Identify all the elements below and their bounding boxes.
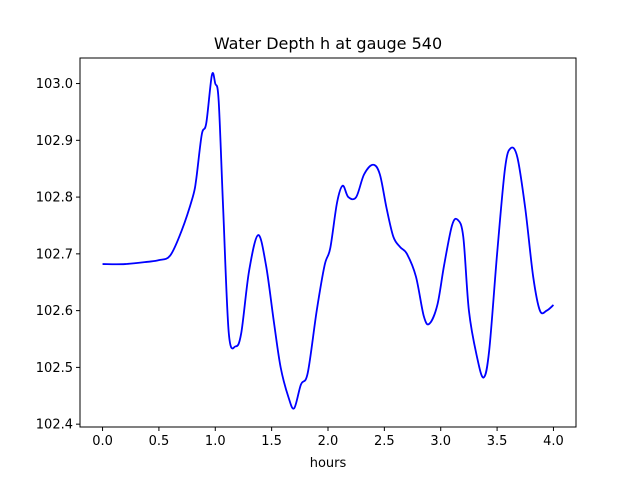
x-tick-label: 1.0 xyxy=(205,434,226,449)
y-tick-label: 102.6 xyxy=(36,304,73,319)
x-tick-label: 1.5 xyxy=(261,434,282,449)
y-tick-label: 103.0 xyxy=(36,77,73,92)
series-line xyxy=(102,72,555,410)
plot-frame xyxy=(79,57,577,428)
x-tick-label: 3.5 xyxy=(487,434,508,449)
x-tick-label: 0.0 xyxy=(92,434,113,449)
chart-title: Water Depth h at gauge 540 xyxy=(214,34,442,53)
x-axis-label: hours xyxy=(310,456,347,471)
x-axis: 0.0 0.5 1.0 1.5 2.0 2.5 3.0 3.5 4.0 xyxy=(92,427,564,449)
series-layer xyxy=(102,72,555,410)
x-tick-label: 3.0 xyxy=(430,434,451,449)
y-tick-label: 102.7 xyxy=(36,247,73,262)
y-tick-label: 102.5 xyxy=(36,361,73,376)
y-tick-label: 102.9 xyxy=(36,134,73,149)
x-tick-label: 4.0 xyxy=(543,434,564,449)
x-tick-label: 0.5 xyxy=(149,434,170,449)
x-tick-label: 2.5 xyxy=(374,434,395,449)
y-tick-label: 102.4 xyxy=(36,418,73,433)
y-tick-label: 102.8 xyxy=(36,191,73,206)
x-tick-label: 2.0 xyxy=(318,434,339,449)
y-axis: 102.4 102.5 102.6 102.7 102.8 102.9 103.0 xyxy=(36,77,80,433)
